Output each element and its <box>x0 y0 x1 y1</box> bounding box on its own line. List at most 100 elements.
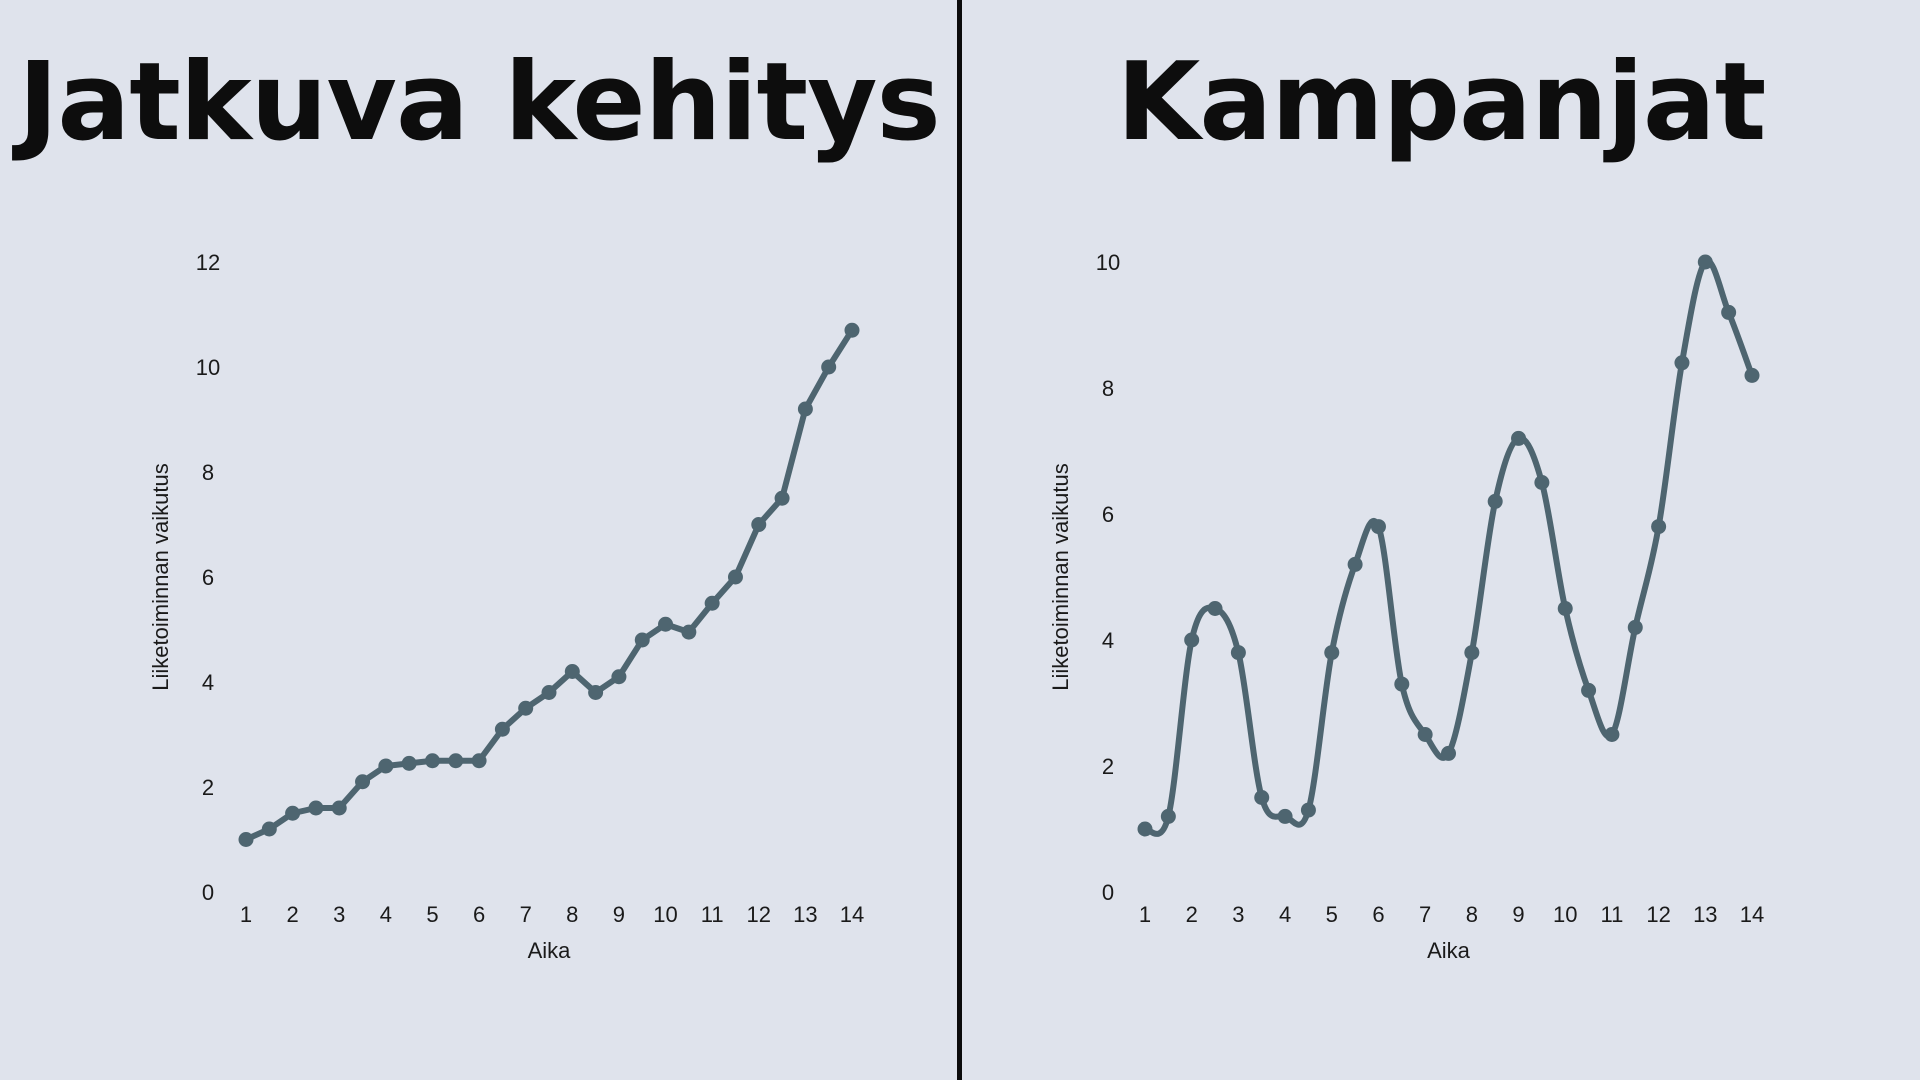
x-tick-label: 6 <box>473 902 485 927</box>
x-tick-label: 12 <box>1646 902 1670 927</box>
y-tick-label: 8 <box>202 460 214 485</box>
data-point <box>681 624 697 640</box>
right-panel: Kampanjat 0 2 4 6 8 10 1 2 3 4 5 6 7 8 9 10 11 12 13 14 Aika… <box>962 0 1920 1080</box>
chart-title: Jatkuva kehitys <box>18 40 941 165</box>
data-point <box>1674 355 1690 371</box>
data-point <box>518 700 534 716</box>
data-point <box>1651 519 1667 535</box>
x-tick-label: 10 <box>1553 902 1577 927</box>
data-point <box>1464 645 1480 661</box>
data-point <box>471 753 487 769</box>
x-tick-label: 10 <box>653 902 677 927</box>
panel-divider <box>957 0 962 1080</box>
y-tick-label: 0 <box>1102 880 1114 905</box>
data-point <box>634 632 650 648</box>
y-axis-label: Liiketoiminnan vaikutus <box>1048 463 1073 690</box>
x-tick-label: 11 <box>701 902 724 927</box>
x-tick-label: 6 <box>1372 902 1384 927</box>
y-tick-label: 6 <box>202 565 214 590</box>
data-point <box>1417 727 1433 742</box>
data-point <box>1487 493 1503 509</box>
data-point <box>1721 304 1737 320</box>
data-point <box>1441 745 1456 761</box>
data-point <box>658 616 674 632</box>
y-tick-label: 2 <box>1102 754 1114 779</box>
data-point <box>541 685 557 700</box>
chart-title: Kampanjat <box>1116 40 1767 165</box>
data-point <box>1557 601 1573 616</box>
data-point <box>821 359 837 375</box>
y-tick-label: 4 <box>1102 628 1114 653</box>
data-point <box>727 569 743 585</box>
x-tick-label: 7 <box>1419 902 1431 927</box>
x-tick-label: 4 <box>380 902 392 927</box>
x-tick-label: 3 <box>333 902 345 927</box>
data-point <box>1697 254 1713 270</box>
x-axis-label: Aika <box>528 938 572 963</box>
x-tick-label: 3 <box>1232 902 1244 927</box>
data-point <box>1370 519 1386 535</box>
data-point <box>1184 632 1200 648</box>
data-point <box>238 832 254 847</box>
data-point <box>261 821 277 837</box>
data-point <box>448 753 464 769</box>
x-tick-label: 5 <box>426 902 438 927</box>
data-point <box>424 753 440 769</box>
data-point <box>1324 645 1340 661</box>
y-tick-label: 0 <box>202 880 214 905</box>
data-point <box>378 758 394 774</box>
data-point <box>1394 676 1410 692</box>
x-tick-label: 8 <box>566 902 578 927</box>
data-point <box>751 517 767 532</box>
x-tick-label: 2 <box>1186 902 1198 927</box>
y-tick-label: 2 <box>202 775 214 800</box>
data-point <box>774 490 790 506</box>
data-point <box>1207 601 1223 616</box>
data-point <box>1627 619 1643 635</box>
series-line <box>1142 257 1755 837</box>
x-tick-label: 9 <box>613 902 625 927</box>
data-point <box>1230 645 1246 661</box>
data-point <box>1581 682 1597 698</box>
x-tick-label: 8 <box>1466 902 1478 927</box>
x-tick-label: 2 <box>286 902 298 927</box>
data-point <box>1160 808 1176 824</box>
y-tick-label: 4 <box>202 670 214 695</box>
data-point <box>704 595 720 611</box>
y-tick-label: 8 <box>1102 376 1114 401</box>
y-tick-label: 10 <box>196 355 220 380</box>
x-tick-label: 14 <box>1740 902 1764 927</box>
left-panel: Jatkuva kehitys 0 2 4 6 8 10 12 1 2 3 4 5 6 7 8 9 10 11 12… <box>0 0 958 1080</box>
data-point <box>588 685 604 700</box>
y-tick-label: 12 <box>196 250 220 275</box>
y-tick-label: 6 <box>1102 502 1114 527</box>
data-point <box>331 800 347 816</box>
data-point <box>1254 790 1270 805</box>
data-point <box>797 401 813 417</box>
data-point <box>1511 430 1527 446</box>
x-tick-label: 12 <box>747 902 771 927</box>
data-point <box>308 800 324 816</box>
y-axis-label: Liiketoiminnan vaikutus <box>148 463 173 690</box>
data-point <box>494 721 510 737</box>
x-tick-label: 13 <box>1693 902 1717 927</box>
x-axis-label: Aika <box>1427 938 1471 963</box>
data-point <box>355 774 371 790</box>
data-point <box>285 805 301 821</box>
data-point <box>1534 475 1550 490</box>
x-tick-label: 9 <box>1512 902 1524 927</box>
data-point <box>611 669 627 685</box>
x-tick-label: 7 <box>520 902 532 927</box>
data-point <box>401 755 417 771</box>
data-point <box>1604 727 1620 742</box>
data-point <box>1300 802 1316 818</box>
x-tick-label: 5 <box>1326 902 1338 927</box>
data-point <box>1277 808 1293 824</box>
x-tick-label: 4 <box>1279 902 1291 927</box>
data-point <box>1744 367 1760 383</box>
data-point <box>564 664 580 679</box>
data-point <box>1347 556 1363 572</box>
x-tick-label: 1 <box>1139 902 1151 927</box>
